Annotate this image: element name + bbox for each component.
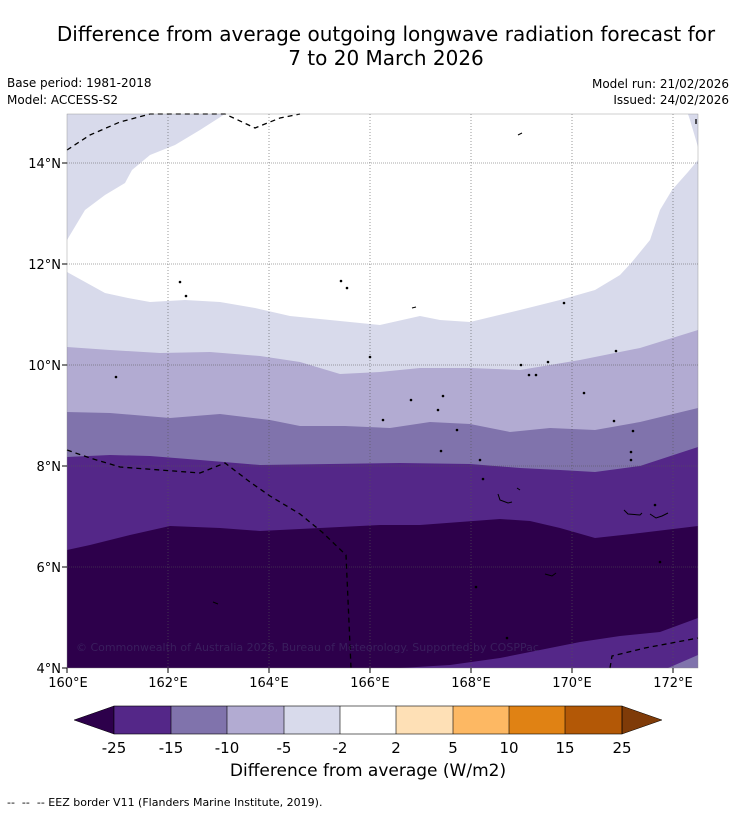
eez-legend-note: -- -- -- EEZ border V11 (Flanders Marine…	[7, 796, 323, 809]
island-outline	[649, 512, 669, 519]
island-outline	[544, 572, 557, 577]
y-axis: 14°N 12°N 10°N 8°N 6°N 4°N	[28, 157, 67, 677]
colorbar-title: Difference from average (W/m2)	[229, 761, 507, 781]
island-dot	[178, 280, 182, 284]
colorbar-label: 25	[612, 739, 631, 757]
island-outline	[623, 509, 643, 516]
y-tick-label: 6°N	[37, 561, 62, 576]
y-tick-label: 12°N	[28, 258, 61, 273]
island-outline	[497, 493, 513, 504]
colorbar-label: -25	[102, 739, 127, 757]
gridlines	[67, 114, 698, 668]
band-lt-minus25	[67, 519, 698, 668]
island-dot	[562, 301, 566, 305]
island-dot	[478, 458, 482, 462]
colorbar-label: 15	[555, 739, 574, 757]
colorbar-label: 2	[391, 739, 401, 757]
band-corner-minus15	[668, 655, 698, 668]
map-svg: 160°E 162°E 164°E 166°E 168°E 170°E 172°…	[28, 113, 699, 691]
island-dot	[409, 398, 413, 402]
colorbar-segment	[227, 706, 284, 734]
island-dot	[527, 373, 531, 377]
island-dot	[441, 394, 445, 398]
contour-bands	[67, 114, 698, 668]
colorbar-label: -10	[215, 739, 240, 757]
island-dot	[339, 279, 343, 283]
island-dot	[534, 373, 538, 377]
y-tick-label: 8°N	[37, 460, 62, 475]
colorbar-extend-high	[621, 705, 663, 735]
colorbar-label: -5	[277, 739, 292, 757]
island-dot	[455, 428, 459, 432]
island-dot	[436, 408, 440, 412]
island-dot	[629, 458, 633, 462]
colorbar-segment	[453, 706, 509, 734]
title-line-2: 7 to 20 March 2026	[288, 46, 484, 70]
colorbar-segment	[396, 706, 453, 734]
island-dot	[612, 419, 616, 423]
colorbar-segment	[565, 706, 622, 734]
island-dot	[546, 360, 550, 364]
island-dot	[368, 355, 372, 359]
island-outline	[517, 132, 523, 136]
island-dot	[614, 349, 618, 353]
colorbar-outline	[113, 705, 623, 735]
eez-border-southeast	[609, 637, 699, 669]
issued-date: Issued: 24/02/2026	[613, 93, 729, 107]
colorbar: -25 -15 -10 -5 -2 2 5 10 15 25	[0, 700, 736, 790]
island-dot	[184, 294, 188, 298]
island-outline	[516, 487, 521, 491]
colorbar-extend-low	[73, 705, 115, 735]
island-dot	[582, 391, 586, 395]
map-title: Difference from average outgoing longwav…	[0, 22, 736, 70]
colorbar-dividers	[170, 706, 566, 734]
island-dot	[505, 636, 509, 640]
island-outline	[411, 306, 417, 309]
colorbar-segment	[171, 706, 227, 734]
island-dot	[631, 429, 635, 433]
colorbar-label: -2	[333, 739, 348, 757]
model-run: Model run: 21/02/2026	[591, 77, 729, 91]
x-tick-label: 162°E	[148, 676, 188, 691]
island-dot	[481, 477, 485, 481]
y-tick-label: 4°N	[37, 662, 62, 677]
x-tick-label: 164°E	[249, 676, 289, 691]
island-dot	[629, 450, 633, 454]
colorbar-segment	[284, 706, 340, 734]
x-tick-label: 170°E	[552, 676, 592, 691]
title-line-1: Difference from average outgoing longwav…	[56, 22, 716, 46]
island-dot	[658, 560, 662, 564]
x-tick-label: 172°E	[653, 676, 693, 691]
colorbar-segment	[509, 706, 565, 734]
island-dot	[653, 503, 657, 507]
island-outline	[212, 601, 219, 605]
x-tick-label: 160°E	[48, 676, 88, 691]
island-dot	[519, 363, 523, 367]
base-period: Base period: 1981-2018	[7, 76, 152, 90]
map-area: 160°E 162°E 164°E 166°E 168°E 170°E 172°…	[28, 113, 699, 691]
band-white-top	[67, 114, 698, 325]
colorbar-segment	[114, 706, 171, 734]
island-dot	[345, 286, 349, 290]
island-dot	[381, 418, 385, 422]
colorbar-label: 10	[499, 739, 518, 757]
map-frame	[66, 113, 699, 669]
colorbar-svg: -25 -15 -10 -5 -2 2 5 10 15 25	[73, 705, 663, 757]
island-dot	[474, 585, 478, 589]
eez-border-west	[66, 449, 352, 669]
x-axis: 160°E 162°E 164°E 166°E 168°E 170°E 172°…	[48, 668, 693, 691]
islands	[114, 132, 669, 640]
model-name: Model: ACCESS-S2	[7, 93, 119, 107]
colorbar-segment	[340, 706, 396, 734]
colorbar-label: 5	[448, 739, 458, 757]
y-tick-label: 10°N	[28, 359, 61, 374]
copyright-watermark: © Commonwealth of Australia 2026, Bureau…	[76, 641, 539, 654]
x-tick-label: 166°E	[350, 676, 390, 691]
colorbar-label: -15	[159, 739, 184, 757]
island-dot	[439, 449, 443, 453]
x-tick-label: 168°E	[451, 676, 491, 691]
island-dot	[114, 375, 118, 379]
y-tick-label: 14°N	[28, 157, 61, 172]
